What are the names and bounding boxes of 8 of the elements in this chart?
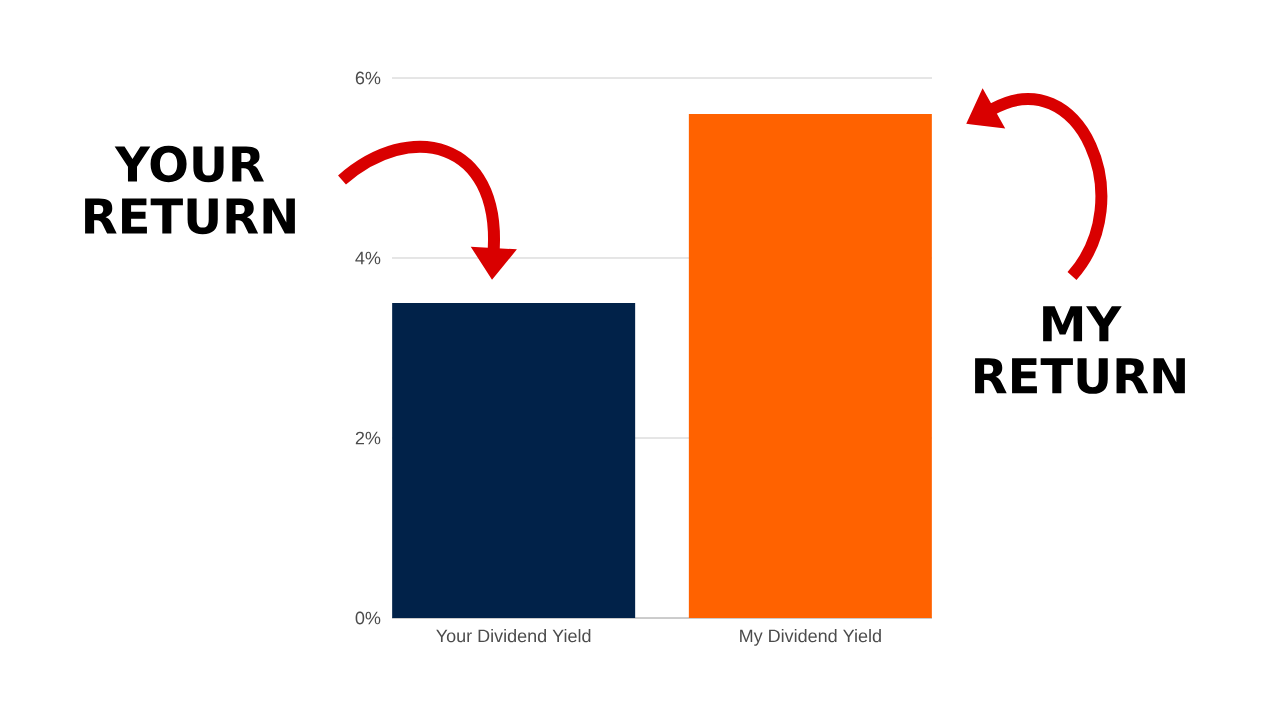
y-tick-label: 6% <box>355 71 381 85</box>
text: MY RETURN <box>975 306 1185 394</box>
text: YOUR RETURN <box>85 145 295 235</box>
x-tick-label: My Dividend Yield <box>740 629 881 646</box>
y-tick-label: 4% <box>355 251 381 265</box>
x-tick-label: Your Dividend Yield <box>436 629 591 643</box>
y-tick-label: 0% <box>355 611 381 625</box>
y-tick-label: 2% <box>355 431 381 445</box>
